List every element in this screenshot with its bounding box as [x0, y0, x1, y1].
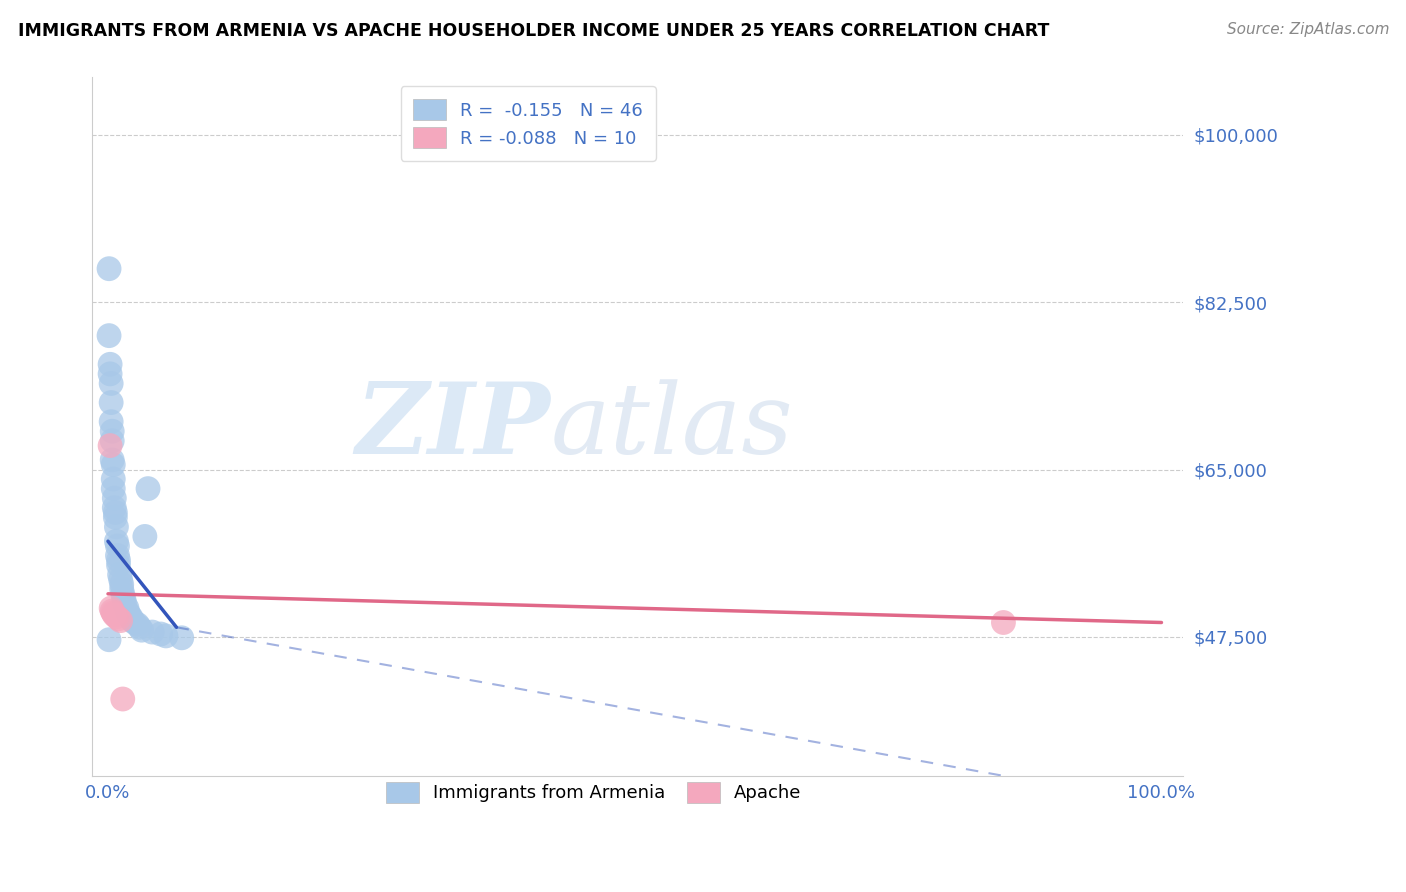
- Point: [98, 357, 121, 371]
- Point: [100, 601, 122, 615]
- Point: [127, 617, 149, 632]
- Point: [111, 587, 134, 601]
- Point: [128, 620, 150, 634]
- Point: [155, 629, 177, 643]
- Text: ZIP: ZIP: [356, 378, 550, 475]
- Point: [134, 529, 156, 543]
- Point: [103, 458, 125, 472]
- Text: IMMIGRANTS FROM ARMENIA VS APACHE HOUSEHOLDER INCOME UNDER 25 YEARS CORRELATION : IMMIGRANTS FROM ARMENIA VS APACHE HOUSEH…: [18, 22, 1050, 40]
- Point: [131, 623, 153, 637]
- Point: [105, 609, 128, 624]
- Point: [104, 510, 127, 524]
- Point: [110, 614, 132, 628]
- Point: [103, 482, 125, 496]
- Point: [104, 506, 127, 520]
- Point: [121, 614, 143, 628]
- Point: [103, 491, 125, 506]
- Point: [98, 632, 121, 647]
- Point: [118, 607, 141, 622]
- Point: [100, 415, 122, 429]
- Point: [107, 553, 129, 567]
- Point: [149, 627, 172, 641]
- Point: [105, 520, 128, 534]
- Point: [114, 596, 136, 610]
- Point: [111, 577, 134, 591]
- Point: [103, 607, 125, 622]
- Point: [101, 604, 124, 618]
- Point: [115, 601, 138, 615]
- Point: [108, 567, 131, 582]
- Legend: Immigrants from Armenia, Apache: Immigrants from Armenia, Apache: [374, 769, 814, 815]
- Point: [111, 692, 134, 706]
- Point: [107, 549, 129, 563]
- Point: [120, 611, 142, 625]
- Point: [111, 582, 134, 596]
- Point: [101, 434, 124, 448]
- Point: [98, 367, 121, 381]
- Point: [98, 328, 121, 343]
- Point: [101, 453, 124, 467]
- Point: [107, 558, 129, 573]
- Point: [124, 615, 146, 630]
- Point: [100, 376, 122, 391]
- Point: [98, 261, 121, 276]
- Text: Source: ZipAtlas.com: Source: ZipAtlas.com: [1226, 22, 1389, 37]
- Point: [107, 539, 129, 553]
- Point: [110, 573, 132, 587]
- Point: [136, 482, 159, 496]
- Point: [101, 424, 124, 438]
- Point: [100, 395, 122, 409]
- Point: [103, 500, 125, 515]
- Point: [993, 615, 1015, 630]
- Point: [141, 625, 163, 640]
- Point: [170, 631, 193, 645]
- Point: [117, 606, 139, 620]
- Point: [103, 606, 125, 620]
- Point: [105, 534, 128, 549]
- Point: [103, 472, 125, 486]
- Point: [112, 591, 135, 606]
- Point: [98, 439, 121, 453]
- Text: atlas: atlas: [550, 379, 793, 475]
- Point: [107, 612, 129, 626]
